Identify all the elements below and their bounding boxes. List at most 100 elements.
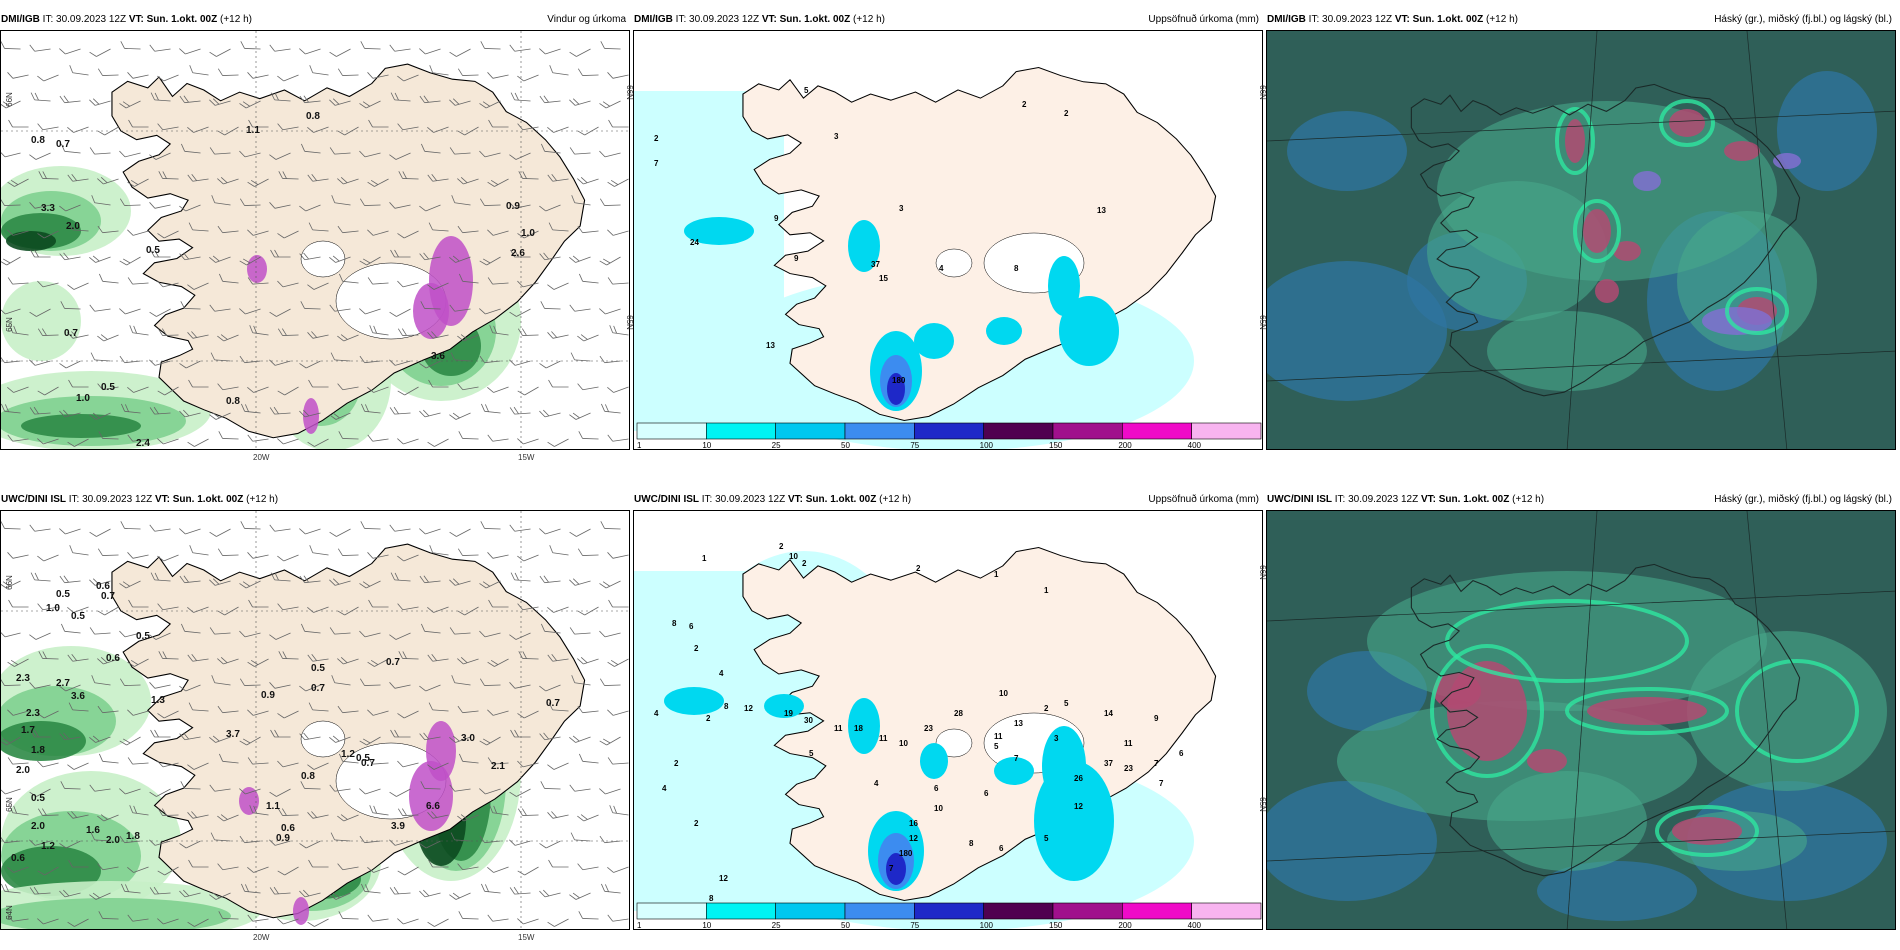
wind-barb-feather [543, 575, 549, 583]
wind-barb-staff [584, 126, 599, 136]
wind-barb [337, 863, 359, 871]
wind-barb [67, 174, 89, 182]
wind-barb-feather [92, 255, 100, 262]
wind-barb-feather [513, 886, 519, 895]
wind-barb-feather [157, 760, 164, 768]
wind-barb-feather [277, 75, 284, 82]
wind-barb-feather [479, 308, 486, 315]
wind-barb [337, 606, 359, 616]
wind-barb-feather [543, 409, 550, 417]
wind-barb-staff [44, 866, 59, 876]
wind-barb-feather [329, 531, 337, 537]
wind-barb [367, 709, 389, 716]
wind-barb [7, 178, 29, 187]
wind-barb [179, 95, 201, 104]
wind-barb [601, 883, 621, 894]
wind-barb-staff [395, 152, 411, 160]
wind-barb-feather [401, 808, 407, 816]
wind-barb-staff [154, 204, 171, 209]
wind-barb [479, 580, 501, 589]
wind-barb-staff [372, 282, 389, 285]
precip-total-label: 7 [1159, 779, 1164, 788]
wind-barb-staff [72, 229, 89, 232]
wind-barb [577, 383, 599, 391]
precip-value-label: 0.7 [386, 657, 400, 668]
wind-barb-feather [149, 311, 157, 317]
wind-barb-feather [337, 658, 344, 665]
wind-barb [179, 252, 201, 261]
wind-barb-feather [179, 733, 186, 741]
wind-barb [487, 757, 509, 765]
wind-barb-staff [582, 760, 599, 764]
wind-barb [509, 839, 531, 846]
heavy-precip-area [409, 761, 453, 831]
wind-barb [247, 229, 269, 236]
wind-barb-feather [149, 682, 156, 689]
wind-barb-staff [222, 918, 239, 920]
wind-barb [607, 386, 629, 393]
wind-barb-feather [277, 555, 284, 562]
wind-barb-feather [269, 407, 275, 415]
wind-barb-feather [89, 894, 97, 900]
wind-barb [179, 409, 201, 418]
wind-barb [487, 434, 509, 442]
graticule-line [1746, 31, 1788, 449]
wind-barb-feather [29, 154, 37, 160]
wind-barb-staff [312, 552, 329, 556]
wind-barb-staff [582, 386, 599, 391]
wind-barb-staff [545, 204, 561, 212]
wind-barb [217, 176, 239, 185]
wind-barb-feather [68, 859, 73, 868]
wind-barb-feather [119, 308, 126, 315]
wind-barb [397, 808, 419, 816]
wind-barb [570, 352, 591, 362]
wind-barb-feather [389, 359, 396, 366]
wind-barb-feather [212, 735, 220, 742]
wind-barb-staff [4, 840, 21, 844]
wind-barb [599, 835, 621, 844]
wind-barb-feather [577, 610, 585, 616]
wind-barb [487, 709, 509, 716]
wind-barb-staff [244, 528, 261, 530]
wind-barb [479, 256, 501, 266]
wind-barb [398, 651, 419, 660]
wind-barb [518, 651, 539, 660]
wind-barb [97, 863, 119, 871]
wind-barb-feather [487, 661, 495, 667]
wind-barb-feather [578, 431, 583, 439]
wind-barb [210, 832, 231, 842]
wind-barb-feather [307, 654, 314, 662]
wind-barb-feather [518, 171, 523, 179]
precip-total-label: 37 [871, 260, 880, 269]
wind-barb-feather [337, 383, 344, 391]
precip-total-label: 24 [690, 238, 699, 247]
wind-barb [389, 788, 411, 797]
wind-barb-feather [610, 659, 619, 665]
precip-total-label: 2 [1022, 100, 1027, 109]
wind-barb-staff [73, 606, 89, 613]
wind-barb [149, 308, 171, 317]
wind-barb-staff [604, 840, 621, 844]
wind-barb-staff [484, 48, 501, 50]
wind-barb-staff [364, 890, 381, 894]
wind-barb [539, 252, 561, 261]
wind-barb [427, 331, 449, 339]
wind-barb-feather [509, 839, 516, 846]
wind-barb-staff [42, 126, 59, 131]
wind-barb-staff [65, 684, 81, 692]
wind-barb-staff [342, 866, 359, 871]
wind-barb-staff [514, 204, 531, 209]
wind-barb-staff [43, 710, 59, 719]
graticule-line [1267, 590, 1895, 622]
wind-barb-feather [278, 171, 283, 179]
wind-barb-staff [274, 892, 291, 895]
wind-barb-staff [342, 74, 359, 76]
wind-barb [217, 705, 239, 714]
wind-barb [89, 892, 111, 900]
wind-barb-staff [342, 438, 359, 440]
wind-barb-feather [547, 332, 554, 339]
wind-barb-feather [389, 791, 397, 797]
wind-barb-feather [427, 606, 434, 613]
wind-barb-feather [97, 705, 103, 713]
wind-barb [277, 603, 299, 611]
